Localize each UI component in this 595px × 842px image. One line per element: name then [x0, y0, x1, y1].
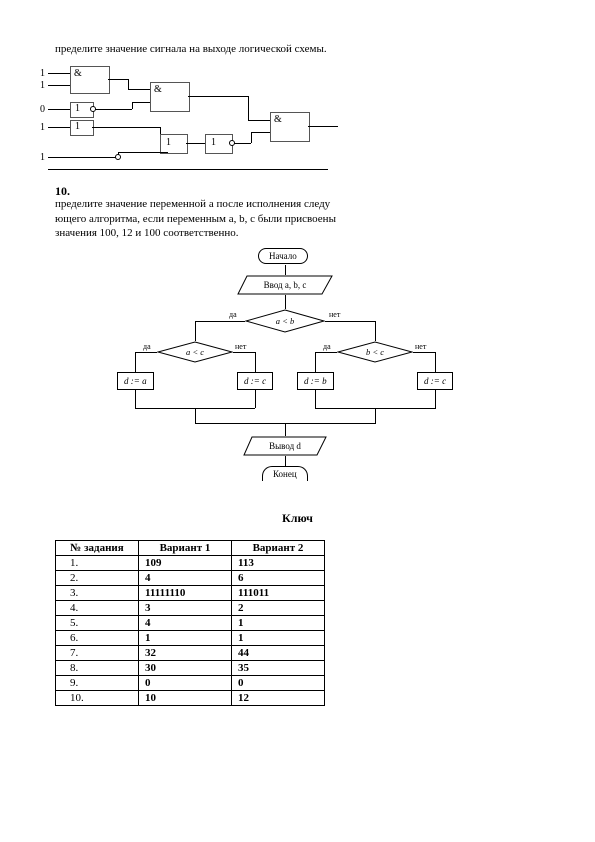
table-cell: 113	[232, 556, 325, 571]
not-gate-2: 1	[70, 120, 94, 136]
logic-diagram: 1 1 0 1 1 & 1 1 &	[40, 64, 360, 184]
table-cell: 9.	[56, 676, 139, 691]
table-cell: 10.	[56, 691, 139, 706]
and-gate-1: &	[70, 66, 110, 94]
and-gate-2: &	[150, 82, 190, 112]
table-row: 7.3244	[56, 646, 325, 661]
task10-num: 10.	[55, 184, 70, 198]
not-gate-3: 1	[160, 134, 188, 154]
fc-yes-3: да	[323, 342, 331, 351]
table-cell: 3	[139, 601, 232, 616]
table-cell: 8.	[56, 661, 139, 676]
fc-start: Начало	[258, 248, 308, 264]
fc-yes-2: да	[143, 342, 151, 351]
table-row: 6.11	[56, 631, 325, 646]
table-cell: 35	[232, 661, 325, 676]
table-cell: 4	[139, 616, 232, 631]
fc-dec1: a < b	[245, 309, 325, 333]
answer-key-table: № задания Вариант 1 Вариант 2 1.1091132.…	[55, 540, 325, 706]
table-cell: 1.	[56, 556, 139, 571]
table-row: 3.11111110111011	[56, 586, 325, 601]
input-2: 1	[40, 80, 45, 91]
table-cell: 6	[232, 571, 325, 586]
input-1: 1	[40, 68, 45, 79]
table-row: 8.3035	[56, 661, 325, 676]
input-4: 1	[40, 122, 45, 133]
table-row: 10.1012	[56, 691, 325, 706]
table-cell: 2	[232, 601, 325, 616]
table-cell: 5.	[56, 616, 139, 631]
flowchart: Начало Ввод a, b, c a < b да нет a < c д…	[115, 248, 485, 483]
fc-no-3: нет	[415, 342, 426, 351]
fc-no-1: нет	[329, 310, 340, 319]
table-cell: 7.	[56, 646, 139, 661]
table-row: 4.32	[56, 601, 325, 616]
table-cell: 44	[232, 646, 325, 661]
table-cell: 0	[232, 676, 325, 691]
table-cell: 30	[139, 661, 232, 676]
table-cell: 4.	[56, 601, 139, 616]
fc-dec2: a < c	[157, 341, 233, 363]
table-cell: 12	[232, 691, 325, 706]
input-3: 0	[40, 104, 45, 115]
col-var2: Вариант 2	[232, 541, 325, 556]
table-cell: 3.	[56, 586, 139, 601]
table-cell: 1	[139, 631, 232, 646]
fc-output: Вывод d	[243, 436, 327, 456]
fc-yes-1: да	[229, 310, 237, 319]
table-cell: 0	[139, 676, 232, 691]
fc-p3: d := b	[297, 372, 334, 390]
table-cell: 32	[139, 646, 232, 661]
table-row: 1.109113	[56, 556, 325, 571]
fc-dec3: b < c	[337, 341, 413, 363]
table-cell: 10	[139, 691, 232, 706]
table-row: 2.46	[56, 571, 325, 586]
key-title: Ключ	[55, 511, 540, 526]
fc-p2: d := c	[237, 372, 273, 390]
table-cell: 111011	[232, 586, 325, 601]
col-var1: Вариант 1	[139, 541, 232, 556]
table-cell: 2.	[56, 571, 139, 586]
fc-no-2: нет	[235, 342, 246, 351]
fc-end: Конец	[262, 466, 308, 481]
table-row: 5.41	[56, 616, 325, 631]
table-row: 9.00	[56, 676, 325, 691]
table-cell: 6.	[56, 631, 139, 646]
fc-p4: d := c	[417, 372, 453, 390]
fc-p1: d := a	[117, 372, 154, 390]
table-cell: 11111110	[139, 586, 232, 601]
task9-text: пределите значение сигнала на выходе лог…	[55, 42, 540, 56]
col-task: № задания	[56, 541, 139, 556]
table-cell: 109	[139, 556, 232, 571]
table-header-row: № задания Вариант 1 Вариант 2	[56, 541, 325, 556]
task10-text: пределите значение переменной a после ис…	[55, 197, 540, 240]
table-cell: 1	[232, 616, 325, 631]
table-cell: 4	[139, 571, 232, 586]
table-cell: 1	[232, 631, 325, 646]
and-gate-3: &	[270, 112, 310, 142]
input-5: 1	[40, 152, 45, 163]
fc-input: Ввод a, b, c	[237, 275, 333, 295]
